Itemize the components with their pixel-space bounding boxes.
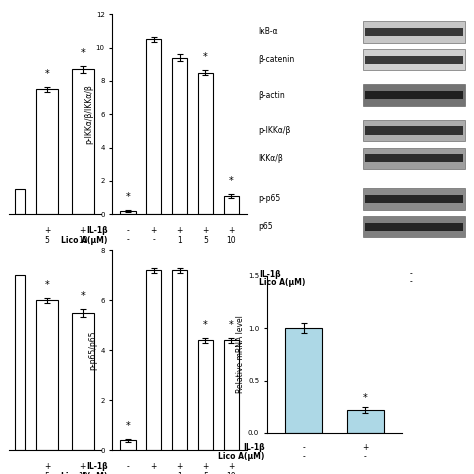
Bar [363,147,465,169]
Text: 5: 5 [45,472,49,474]
Bar [363,188,465,210]
Text: +: + [150,226,157,235]
Text: -: - [152,236,155,245]
Bar [365,91,463,99]
Bar [172,57,187,214]
Text: -: - [127,472,129,474]
Bar [36,300,58,450]
Text: p-p65: p-p65 [258,194,281,203]
Text: Lico A(μM): Lico A(μM) [61,472,108,474]
Text: *: * [45,69,49,79]
Text: *: * [229,320,234,330]
Bar [15,275,25,450]
Text: Lico A(μM): Lico A(μM) [218,452,264,461]
Bar [363,120,465,141]
Bar [146,270,162,450]
Bar [363,49,465,71]
Bar [365,28,463,36]
Bar [120,211,136,214]
Bar [365,223,463,231]
Text: +: + [44,462,50,471]
Text: *: * [229,176,234,186]
Text: *: * [45,280,49,290]
Text: -: - [127,462,129,471]
Text: *: * [126,421,130,431]
Text: +: + [362,443,368,452]
Bar [15,189,25,214]
Text: β-actin: β-actin [258,91,285,100]
Text: +: + [176,226,183,235]
Text: 5: 5 [203,236,208,245]
Text: -: - [302,443,305,452]
Text: +: + [80,226,86,235]
Text: +: + [176,462,183,471]
Text: *: * [81,291,85,301]
Bar [198,340,213,450]
Bar [146,39,162,214]
Text: +: + [228,462,235,471]
Bar [224,340,239,450]
Text: +: + [80,462,86,471]
Y-axis label: Relative mRNA level: Relative mRNA level [236,315,245,393]
Bar [365,127,463,135]
Text: +: + [202,226,209,235]
Text: +: + [44,226,50,235]
Text: β-catenin: β-catenin [258,55,295,64]
Text: IL-1β: IL-1β [86,226,108,235]
Text: 5: 5 [203,472,208,474]
Text: IL-1β: IL-1β [243,443,264,452]
Text: +: + [150,462,157,471]
Text: -: - [302,452,305,461]
Text: 5: 5 [45,236,49,245]
Text: *: * [203,52,208,62]
Y-axis label: p-IKKα/β/IKKα/β: p-IKKα/β/IKKα/β [84,84,93,144]
Text: IL-1β: IL-1β [86,462,108,471]
Text: *: * [126,192,130,202]
Text: Lico A(μM): Lico A(μM) [259,278,306,287]
Y-axis label: p-p65/p65: p-p65/p65 [88,330,97,370]
Text: -: - [127,236,129,245]
Text: IκB-α: IκB-α [258,27,278,36]
Text: 10: 10 [78,236,88,245]
Bar [365,55,463,64]
Text: *: * [203,320,208,330]
Bar [72,69,93,214]
Text: 10: 10 [78,472,88,474]
Text: -: - [152,472,155,474]
Text: 10: 10 [227,472,236,474]
Text: +: + [202,462,209,471]
Text: 1: 1 [177,236,182,245]
Bar [120,440,136,450]
Text: +: + [228,226,235,235]
Text: *: * [363,392,368,402]
Text: p65: p65 [258,222,273,231]
Bar [365,155,463,163]
Bar [363,216,465,237]
Text: 1: 1 [177,472,182,474]
Text: IKKα/β: IKKα/β [258,154,283,163]
Bar [363,84,465,106]
Bar [224,196,239,214]
Bar [365,195,463,203]
Text: -: - [364,452,367,461]
Text: p-IKKα/β: p-IKKα/β [258,126,291,135]
Bar [72,313,93,450]
Bar [198,73,213,214]
Text: 10: 10 [227,236,236,245]
Bar [363,21,465,43]
Bar [347,410,384,433]
Bar [285,328,322,433]
Text: -: - [127,226,129,235]
Text: -: - [409,270,412,279]
Bar [36,89,58,214]
Text: Lico A(μM): Lico A(μM) [61,236,108,245]
Bar [172,270,187,450]
Text: IL-1β: IL-1β [259,270,281,279]
Text: *: * [81,48,85,58]
Text: -: - [409,278,412,287]
